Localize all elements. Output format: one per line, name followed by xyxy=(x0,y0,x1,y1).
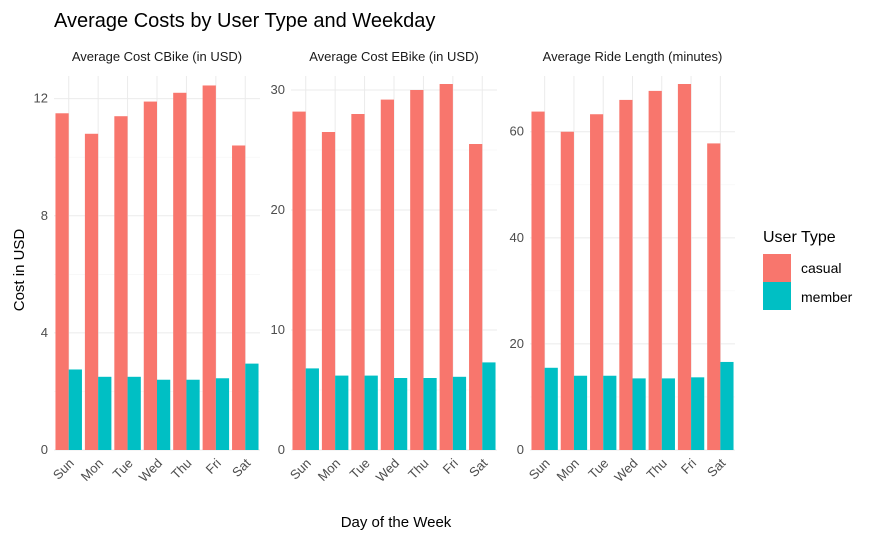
y-tick-label: 40 xyxy=(510,230,524,245)
x-tick-label: Sun xyxy=(287,456,314,483)
legend-key-member xyxy=(763,282,791,310)
bar-casual-thu xyxy=(410,90,424,450)
bar-member-tue xyxy=(127,376,141,450)
x-tick-label: Wed xyxy=(373,456,402,485)
panel-2: 0 10 20 30 Average Cost EBike (in USD) Sun Mon… xyxy=(271,49,497,485)
bar-member-fri xyxy=(691,377,705,450)
bar-casual-fri xyxy=(677,84,692,450)
legend-title: User Type xyxy=(763,229,836,246)
legend-label-casual: casual xyxy=(801,260,841,276)
bar-member-sat xyxy=(245,363,259,450)
bar-member-sun xyxy=(544,367,558,450)
legend-key-casual xyxy=(763,254,791,282)
chart-title: Average Costs by User Type and Weekday xyxy=(54,10,435,32)
x-tick-label: Thu xyxy=(168,456,194,482)
x-tick-label: Mon xyxy=(78,456,106,484)
x-tick-label: Mon xyxy=(554,456,582,484)
legend-label-member: member xyxy=(801,289,853,305)
x-tick-label: Sat xyxy=(704,455,729,480)
bar-member-wed xyxy=(157,379,171,450)
bar-casual-sun xyxy=(55,113,69,450)
panel-3: 0 20 40 60 Average Ride Length (minutes) Sun M… xyxy=(510,49,735,485)
bar-member-sat xyxy=(720,361,734,450)
y-tick-label: 8 xyxy=(41,208,48,223)
x-tick-label: Sun xyxy=(50,456,77,483)
bar-casual-mon xyxy=(321,132,336,450)
bar-casual-wed xyxy=(143,101,157,451)
panel-title: Average Ride Length (minutes) xyxy=(543,49,723,64)
bar-casual-thu xyxy=(648,90,662,450)
bar-casual-tue xyxy=(351,114,365,450)
bar-member-mon xyxy=(335,375,349,450)
bar-casual-mon xyxy=(84,133,99,450)
bar-member-fri xyxy=(452,376,467,450)
bar-casual-wed xyxy=(619,99,633,451)
bar-member-thu xyxy=(423,378,437,450)
bar-member-sun xyxy=(305,368,319,450)
panel-title: Average Cost EBike (in USD) xyxy=(309,49,479,64)
x-tick-label: Sun xyxy=(526,456,553,483)
x-tick-label: Mon xyxy=(315,456,343,484)
x-tick-label: Fri xyxy=(203,455,224,476)
y-tick-label: 30 xyxy=(271,82,285,97)
x-tick-label: Wed xyxy=(611,456,640,485)
bar-casual-fri xyxy=(202,85,216,451)
x-tick-label: Thu xyxy=(405,456,431,482)
bar-member-fri xyxy=(215,378,230,450)
bar-member-wed xyxy=(394,378,408,450)
y-tick-label: 0 xyxy=(278,442,285,457)
bar-casual-sun xyxy=(292,111,306,450)
bar-member-mon xyxy=(98,376,112,450)
x-tick-label: Thu xyxy=(643,456,669,482)
x-tick-label: Tue xyxy=(110,456,136,482)
bar-member-thu xyxy=(186,379,200,450)
y-tick-label: 0 xyxy=(41,442,48,457)
x-tick-label: Tue xyxy=(585,456,611,482)
x-tick-label: Fri xyxy=(678,455,699,476)
x-tick-label: Wed xyxy=(136,456,165,485)
x-tick-label: Tue xyxy=(347,456,373,482)
x-tick-label: Sat xyxy=(229,455,254,480)
bar-casual-tue xyxy=(590,114,604,451)
panel-title: Average Cost CBike (in USD) xyxy=(72,49,242,64)
y-axis-title: Cost in USD xyxy=(11,229,28,312)
bar-casual-sat xyxy=(469,144,483,450)
bar-member-tue xyxy=(364,375,378,450)
bar-member-thu xyxy=(661,378,675,450)
bar-casual-wed xyxy=(380,99,394,450)
bar-member-wed xyxy=(632,378,646,450)
bar-member-tue xyxy=(603,375,617,450)
bar-member-sat xyxy=(482,362,496,450)
y-tick-label: 0 xyxy=(517,442,524,457)
x-tick-label: Fri xyxy=(440,455,461,476)
panel-1: 0 4 8 12 Average Cost CBike (in USD) Sun Mon Tu… xyxy=(34,49,260,485)
bar-member-sun xyxy=(68,369,82,450)
y-tick-label: 10 xyxy=(271,322,285,337)
x-tick-label: Sat xyxy=(466,455,491,480)
bar-casual-fri xyxy=(439,84,453,450)
bar-casual-sun xyxy=(531,111,545,450)
x-axis-title: Day of the Week xyxy=(341,514,452,531)
y-tick-label: 60 xyxy=(510,124,524,139)
y-tick-label: 20 xyxy=(271,202,285,217)
y-tick-label: 20 xyxy=(510,336,524,351)
bar-casual-sat xyxy=(232,145,246,450)
bar-casual-thu xyxy=(173,92,187,450)
bar-casual-sat xyxy=(707,143,721,450)
y-tick-label: 12 xyxy=(34,91,48,106)
y-tick-label: 4 xyxy=(41,325,48,340)
legend: User Type casual member xyxy=(763,229,853,310)
bar-casual-mon xyxy=(560,131,574,450)
bar-casual-tue xyxy=(114,116,128,450)
bar-member-mon xyxy=(573,375,588,450)
